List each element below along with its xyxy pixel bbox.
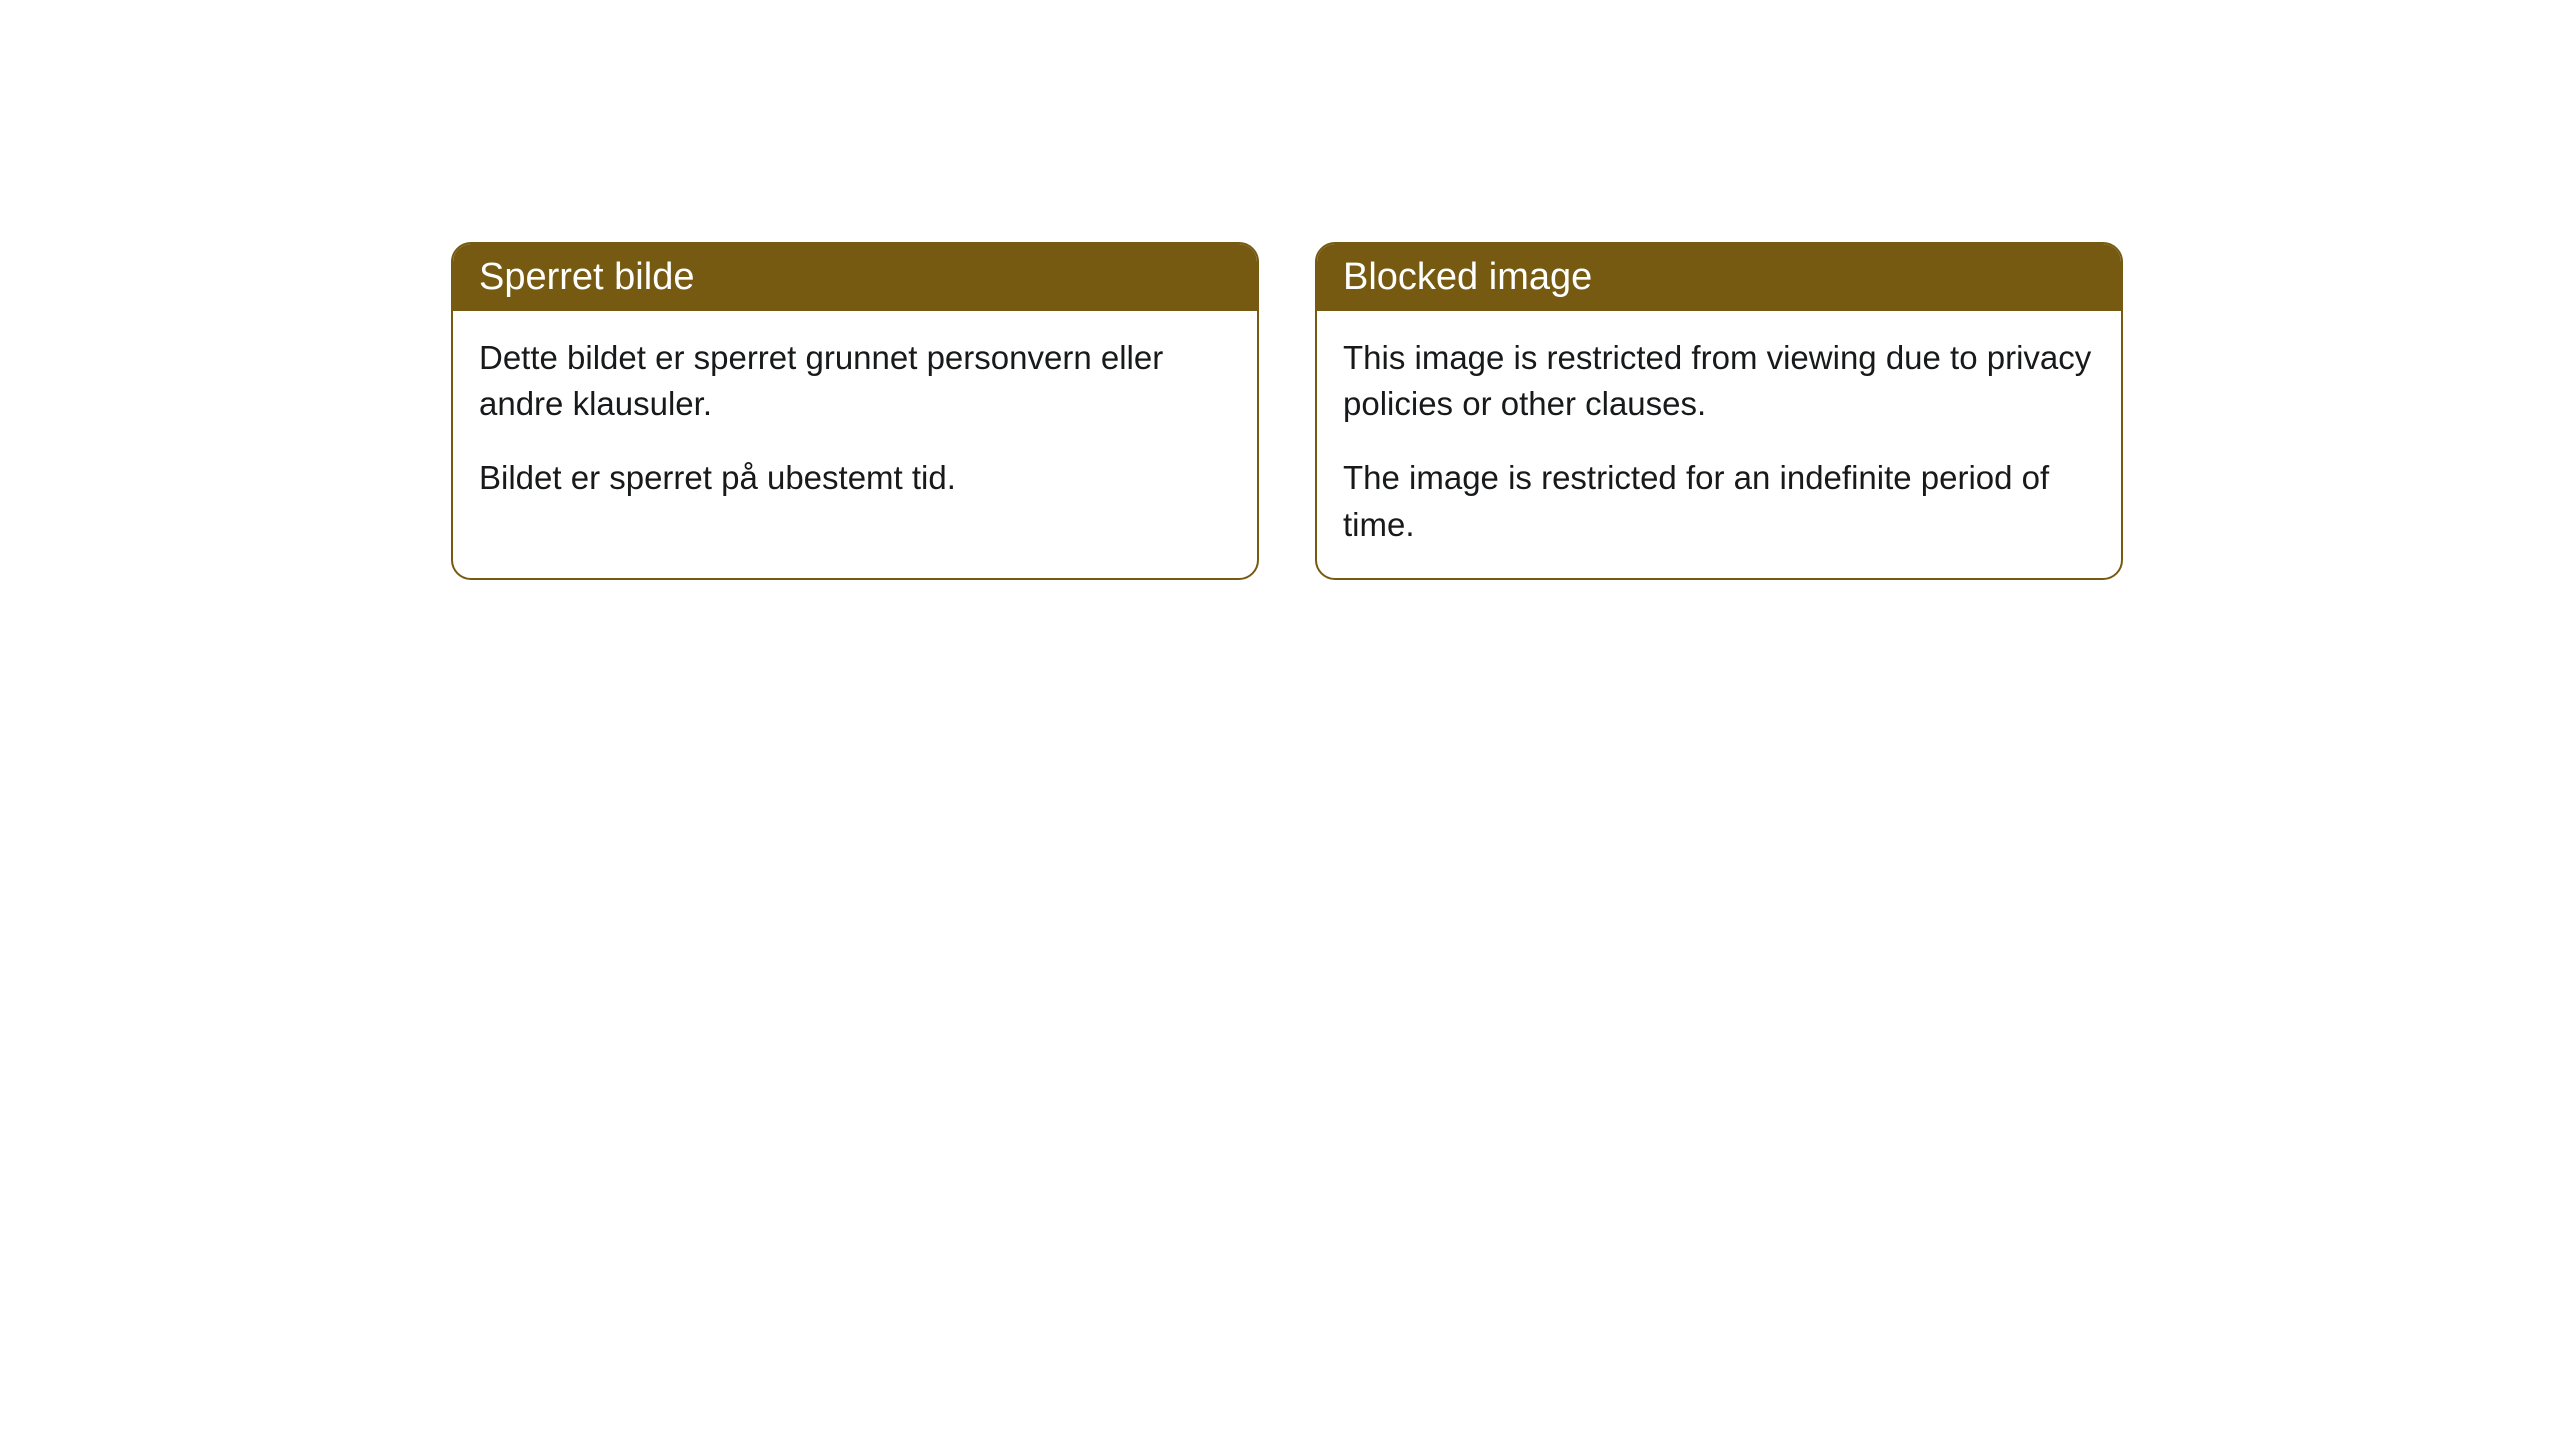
card-title-en: Blocked image — [1317, 244, 2121, 311]
card-title-no: Sperret bilde — [453, 244, 1257, 311]
card-paragraph-1-en: This image is restricted from viewing du… — [1343, 335, 2095, 427]
card-paragraph-2-en: The image is restricted for an indefinit… — [1343, 455, 2095, 547]
card-paragraph-2-no: Bildet er sperret på ubestemt tid. — [479, 455, 1231, 501]
blocked-image-card-no: Sperret bilde Dette bildet er sperret gr… — [451, 242, 1259, 580]
card-body-en: This image is restricted from viewing du… — [1317, 311, 2121, 578]
notice-cards-container: Sperret bilde Dette bildet er sperret gr… — [0, 0, 2560, 580]
blocked-image-card-en: Blocked image This image is restricted f… — [1315, 242, 2123, 580]
card-body-no: Dette bildet er sperret grunnet personve… — [453, 311, 1257, 532]
card-paragraph-1-no: Dette bildet er sperret grunnet personve… — [479, 335, 1231, 427]
